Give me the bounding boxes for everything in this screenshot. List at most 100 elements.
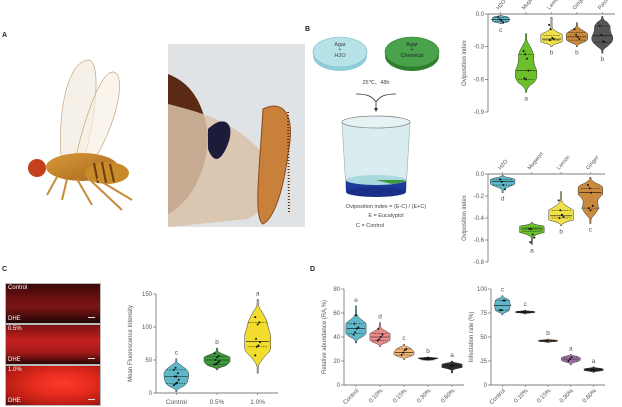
x-tick-label: 1.0% <box>250 399 265 406</box>
fluor-label-control: Control <box>8 285 28 291</box>
legend-e-text: E = Eucalyptol <box>368 213 403 219</box>
y-tick-label: 0 <box>484 383 488 389</box>
data-point <box>400 354 403 356</box>
data-point <box>570 356 573 359</box>
data-point <box>353 322 356 325</box>
x-tick-label: Patchouli <box>597 0 616 11</box>
data-point <box>548 39 551 42</box>
data-point <box>523 77 526 80</box>
y-tick-label: 50 <box>145 358 152 364</box>
y-tick-label: -0.3 <box>474 45 485 51</box>
chem-dish-label-1: Agar <box>406 42 418 48</box>
violin-control <box>345 305 367 344</box>
data-point <box>378 338 381 341</box>
violin-ginger <box>577 177 603 224</box>
data-point <box>502 299 505 302</box>
chem-dish-label-2: + <box>411 47 414 53</box>
chem-dish-label-3: Chemical <box>401 53 424 59</box>
data-point <box>549 28 552 31</box>
data-point <box>551 36 554 39</box>
data-point <box>424 358 427 361</box>
x-tick-label: Lemon <box>546 0 561 11</box>
violin-lemon <box>548 191 574 226</box>
oviposition-schematic: Agar + H2O Agar + Chemical 25℃、48h Ovipo… <box>312 36 440 219</box>
data-point <box>403 349 406 352</box>
x-tick-label: 0.30% <box>416 388 433 405</box>
data-point <box>354 331 357 334</box>
significance-letter: b <box>600 56 604 63</box>
y-tick-label: 0.0 <box>476 172 485 178</box>
significance-letter: c <box>524 301 528 308</box>
fluor-stain-1-0: DHE <box>8 398 21 404</box>
data-point <box>598 24 601 27</box>
x-tick-label: 0.5% <box>210 399 225 406</box>
h2o-dish-label-1: Agar <box>334 42 346 48</box>
y-tick-label: 50 <box>480 335 487 341</box>
violin-mugwort <box>519 222 545 245</box>
data-point <box>357 326 360 329</box>
x-tick-label: 0.60% <box>440 388 457 405</box>
data-point <box>174 366 177 369</box>
legend-c-text: C = Control <box>356 223 384 229</box>
data-point <box>502 21 505 24</box>
fluor-stain-control: DHE <box>8 316 21 322</box>
data-point <box>352 333 355 336</box>
ovipositor-micrograph <box>168 44 305 227</box>
data-point <box>172 384 175 387</box>
data-point <box>503 299 506 302</box>
data-point <box>591 368 594 371</box>
fly-legs <box>46 176 133 211</box>
x-tick-label: H2O <box>496 0 508 11</box>
data-point <box>177 378 180 381</box>
condition-label: 25℃、48h <box>363 80 390 86</box>
significance-letter: a <box>524 95 528 102</box>
fly-illustration <box>28 59 133 211</box>
fluor-label-1-0: 1.0% <box>8 367 22 373</box>
data-point <box>174 382 177 385</box>
data-point <box>533 236 536 239</box>
data-point <box>558 217 561 219</box>
chart-relative-abundance: 0 20 40 60 80 Relative abundance (RA,%) Contro… <box>322 287 464 406</box>
data-point <box>499 178 502 181</box>
y-axis-label: Oviposition index <box>462 40 468 86</box>
data-point <box>531 233 534 236</box>
panel-label-d: D <box>310 266 316 273</box>
data-point <box>576 35 579 38</box>
y-tick-label: -0.6 <box>474 77 485 83</box>
data-point <box>523 311 526 314</box>
significance-letter: b <box>426 348 430 355</box>
chart-infestation-rate: 0 25 50 75 100 Infestation rate (%) Control c 0.… <box>469 287 605 406</box>
violin-lemon <box>540 17 563 47</box>
panel-label-b: B <box>305 26 311 33</box>
fluorescence-image-control: Control DHE <box>5 283 101 324</box>
fluorescence-image-0-5: 0.5% DHE <box>5 324 101 365</box>
significance-letter: e <box>354 297 358 304</box>
x-tick-label: 0.30% <box>559 388 576 405</box>
y-tick-label: 80 <box>333 287 340 293</box>
data-point <box>559 209 562 212</box>
data-point <box>521 311 524 314</box>
significance-letter: b <box>550 50 554 57</box>
data-point <box>602 40 605 43</box>
data-point <box>590 368 593 371</box>
y-tick-label: 0 <box>149 391 153 397</box>
data-point <box>546 339 549 342</box>
chemical-dish <box>384 36 440 71</box>
y-tick-label: 0 <box>337 383 341 389</box>
significance-letter: a <box>530 247 534 254</box>
data-point <box>498 18 501 21</box>
chart-oviposition-index-1: 0.0 -0.3 -0.6 -0.9 Oviposition index H2O c Mugw… <box>462 0 616 116</box>
data-point <box>376 339 379 342</box>
significance-letter: c <box>589 227 593 234</box>
data-point <box>530 228 533 230</box>
data-point <box>426 357 429 360</box>
x-tick-label: Lemon <box>556 155 571 172</box>
significance-letter: d <box>378 314 382 321</box>
y-tick-label: 100 <box>142 325 153 331</box>
y-tick-label: 40 <box>333 335 340 341</box>
data-point <box>254 316 257 319</box>
fluorescence-image-1-0: 1.0% DHE <box>5 365 101 406</box>
data-point <box>562 215 565 218</box>
x-tick-label: Control <box>489 388 507 406</box>
data-point <box>525 57 528 60</box>
